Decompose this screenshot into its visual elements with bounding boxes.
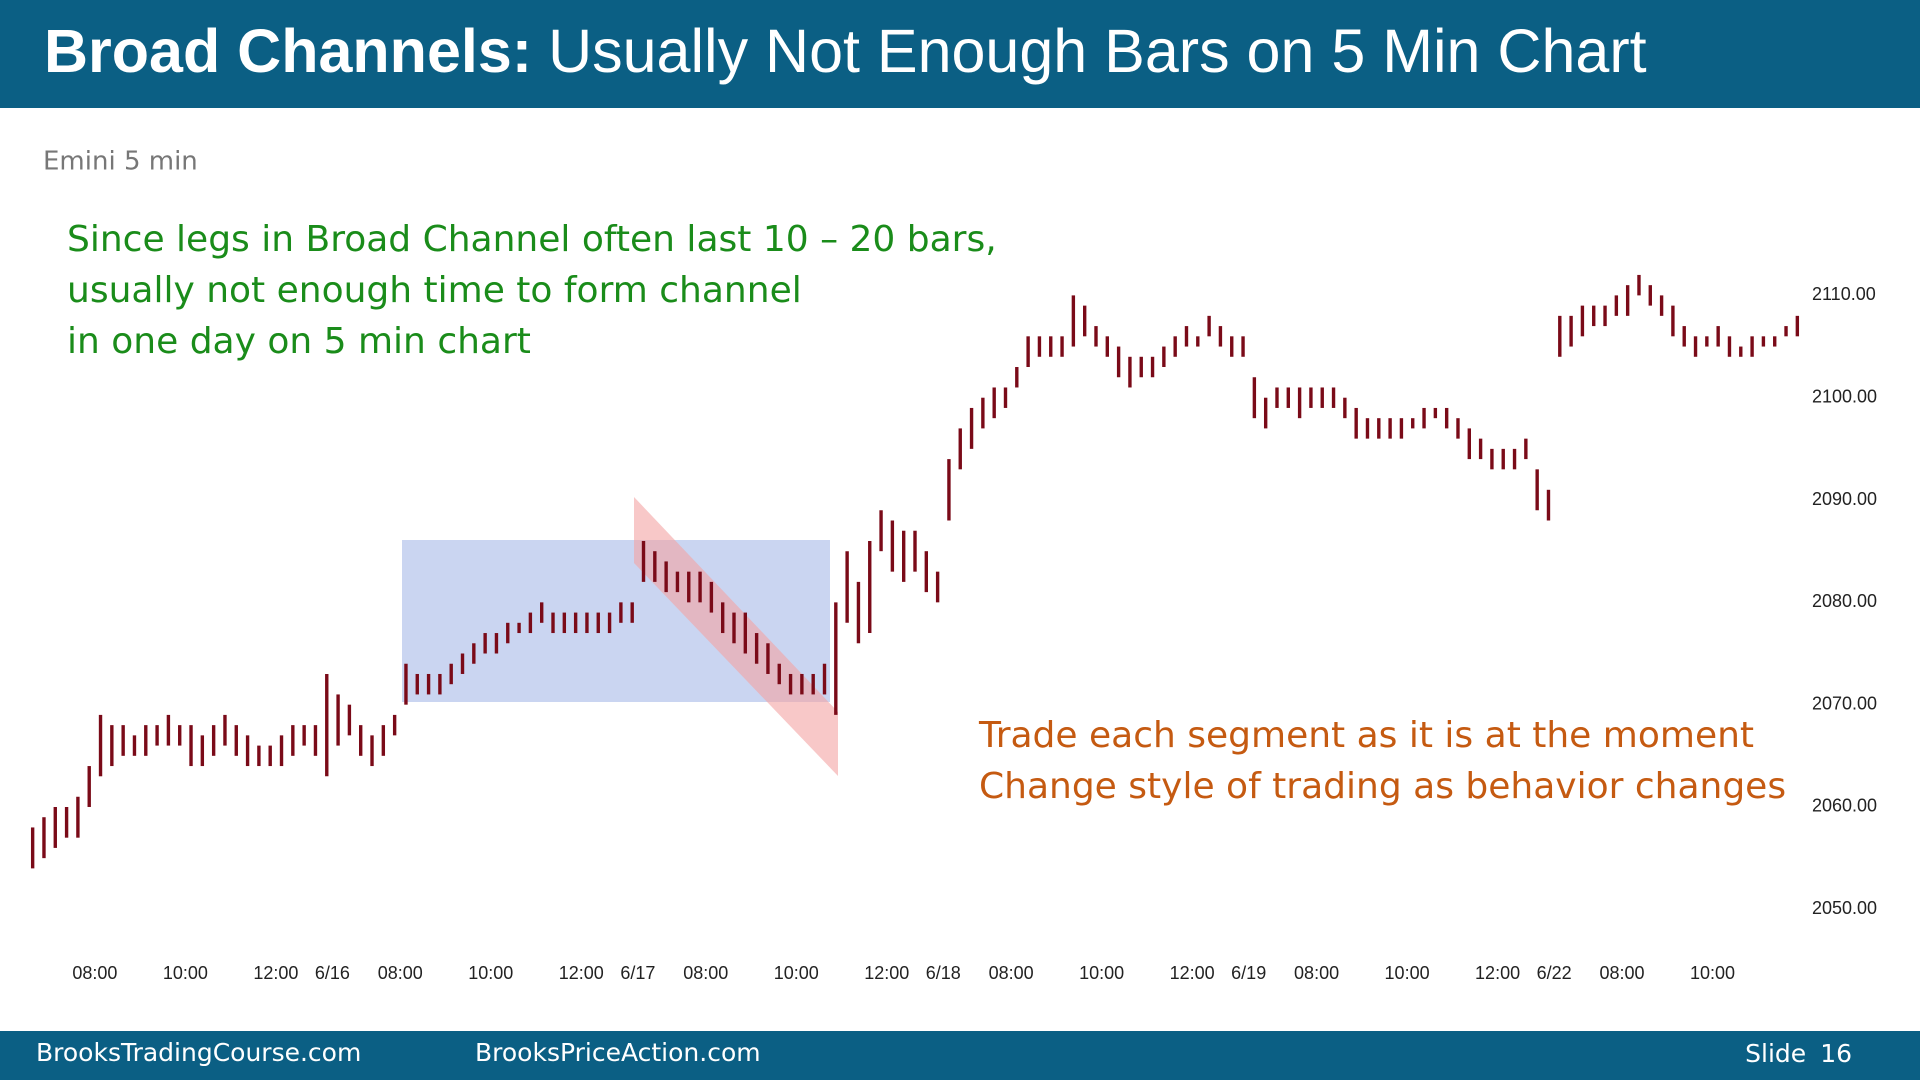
footer-link: BrooksTradingCourse.com <box>36 1038 361 1067</box>
x-tick-label: 08:00 <box>1294 963 1339 983</box>
x-tick-label: 12:00 <box>864 963 909 983</box>
plot: 2050.00 2060.00 2070.00 2080.00 2090.00 2100.… <box>30 274 1877 983</box>
slide-label: Slide <box>1745 1039 1806 1068</box>
x-tick-label: 08:00 <box>989 963 1034 983</box>
x-tick-label: 08:00 <box>1599 963 1644 983</box>
x-tick-label: 08:00 <box>72 963 117 983</box>
x-tick-label: 10:00 <box>774 963 819 983</box>
annotation: usually not enough time to form channel <box>67 270 802 311</box>
footer-band <box>0 1031 1920 1080</box>
title-rest: Usually Not Enough Bars on 5 Min Chart <box>548 17 1647 85</box>
slide-number: Slide 16 <box>1745 1039 1852 1068</box>
y-tick-label: 2050.00 <box>1812 898 1877 918</box>
title-bold: Broad Channels: <box>44 17 532 85</box>
x-tick-label: 12:00 <box>1475 963 1520 983</box>
x-tick-label: 6/16 <box>315 963 350 983</box>
x-tick-label: 10:00 <box>1385 963 1430 983</box>
x-tick-label: 10:00 <box>1690 963 1735 983</box>
x-tick-label: 08:00 <box>683 963 728 983</box>
slide-title: Broad Channels: Usually Not Enough Bars o… <box>44 17 1647 85</box>
x-tick-label: 6/19 <box>1231 963 1266 983</box>
annotation: Since legs in Broad Channel often last 1… <box>67 219 997 260</box>
x-tick-label: 12:00 <box>559 963 604 983</box>
x-tick-label: 6/18 <box>926 963 961 983</box>
y-tick-label: 2060.00 <box>1812 796 1877 816</box>
x-tick-label: 6/17 <box>620 963 655 983</box>
footer-link: BrooksPriceAction.com <box>475 1038 761 1067</box>
annotation: Trade each segment as it is at the momen… <box>978 715 1754 756</box>
header-band <box>0 0 1920 108</box>
x-tick-label: 08:00 <box>378 963 423 983</box>
annotation: Change style of trading as behavior chan… <box>979 766 1786 807</box>
x-tick-label: 10:00 <box>1079 963 1124 983</box>
y-tick-label: 2110.00 <box>1812 284 1876 304</box>
y-tick-label: 2080.00 <box>1812 591 1877 611</box>
y-tick-label: 2090.00 <box>1812 489 1877 509</box>
x-tick-label: 12:00 <box>1170 963 1215 983</box>
y-tick-label: 2070.00 <box>1812 693 1877 713</box>
x-tick-label: 10:00 <box>468 963 513 983</box>
slide-num: 16 <box>1820 1039 1852 1068</box>
y-tick-label: 2100.00 <box>1812 386 1877 406</box>
annotation: in one day on 5 min chart <box>67 321 531 362</box>
chart-title: Emini 5 min <box>43 147 198 177</box>
x-tick-label: 10:00 <box>163 963 208 983</box>
x-tick-label: 12:00 <box>253 963 298 983</box>
x-tick-label: 6/22 <box>1537 963 1572 983</box>
channel-shape <box>634 497 838 776</box>
